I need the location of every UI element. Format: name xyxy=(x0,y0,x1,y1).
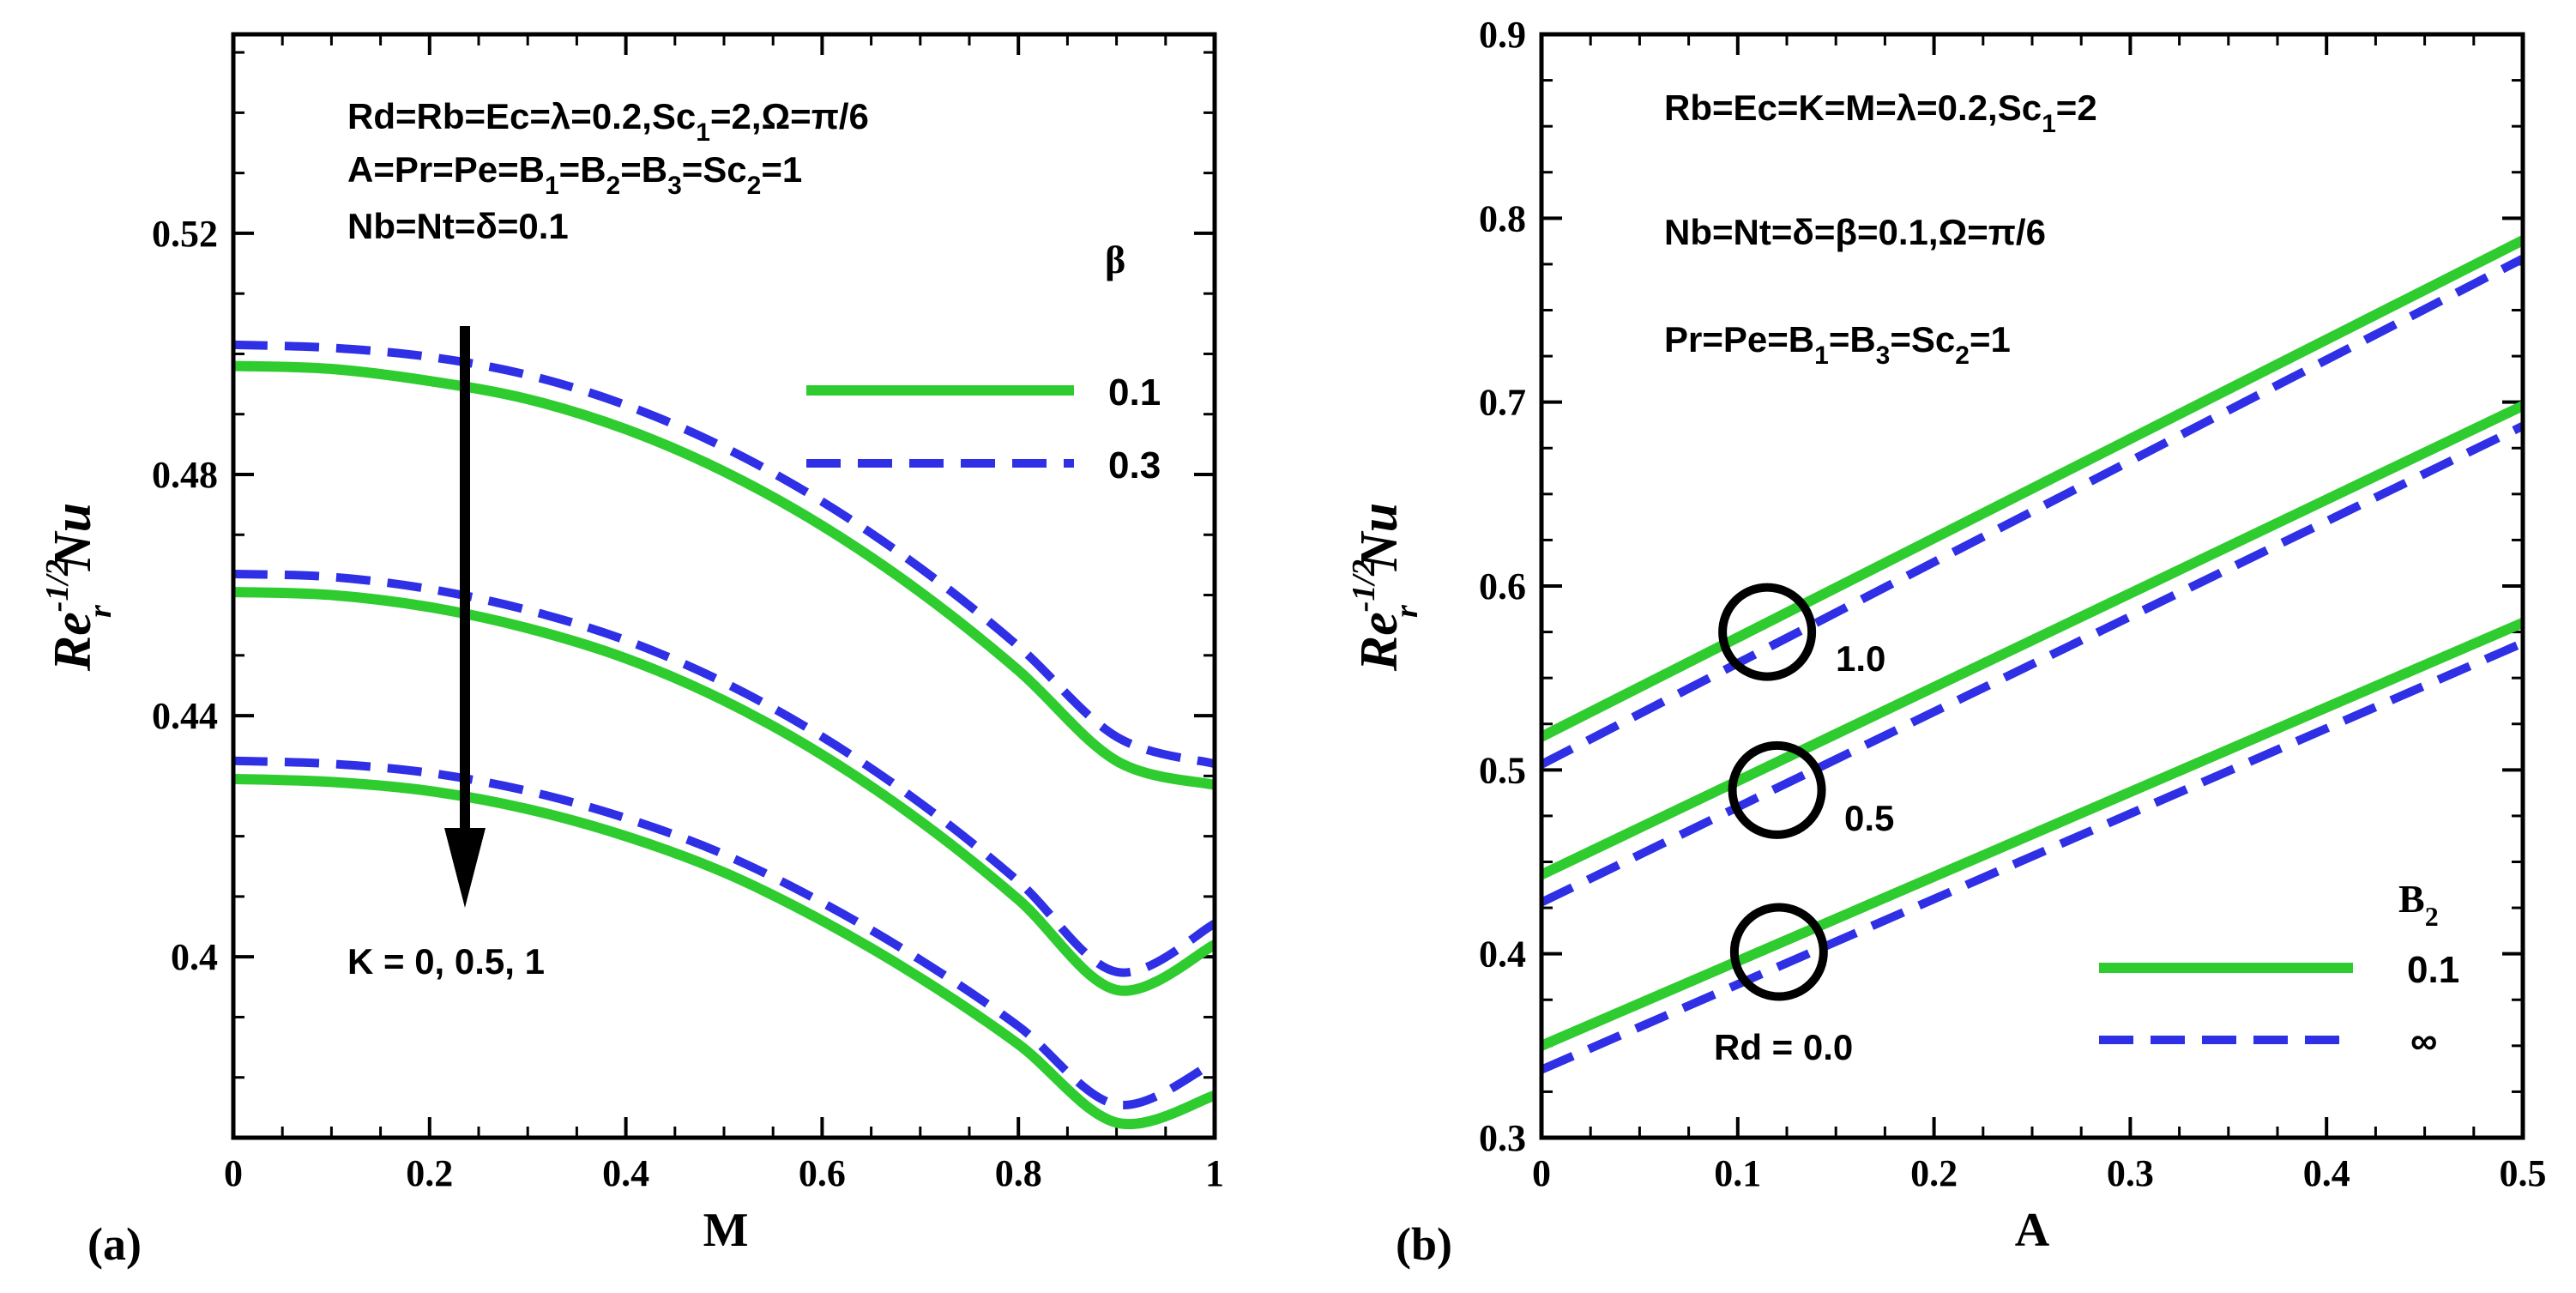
y-tick-label: 0.3 xyxy=(1479,1117,1526,1159)
x-tick-label: 0.2 xyxy=(406,1152,453,1194)
panel-b-rd-label-05: 0.5 xyxy=(1844,798,1894,838)
x-tick-label: 0 xyxy=(1532,1152,1551,1194)
panel-a-param-line3: Nb=Nt=δ=0.1 xyxy=(347,206,569,246)
series-line-dashed xyxy=(233,569,1215,977)
x-tick-label: 0.5 xyxy=(2500,1152,2547,1194)
series-line-dashed xyxy=(1541,422,2523,907)
panel-b-param-line2: Nb=Nt=δ=β=0.1,Ω=π/6 xyxy=(1664,212,2046,252)
circle-marker xyxy=(1729,903,1828,1001)
panel-a-label: (a) xyxy=(87,1218,142,1270)
series-line-solid xyxy=(233,587,1215,996)
y-tick-label: 0.8 xyxy=(1479,197,1526,239)
panel-a-arrow-label: K = 0, 0.5, 1 xyxy=(347,941,545,982)
panel-b-rd-label-1: 1.0 xyxy=(1836,638,1885,679)
x-tick-label: 0.1 xyxy=(1714,1152,1761,1194)
y-tick-label: 0.44 xyxy=(152,695,218,737)
y-tick-label: 0.9 xyxy=(1479,14,1526,56)
panel-a-arrow-head xyxy=(444,828,486,908)
series-line-dashed xyxy=(233,340,1215,769)
series-line-dashed xyxy=(1541,638,2523,1074)
panel-b-series xyxy=(1541,235,2523,1074)
y-tick-label: 0.48 xyxy=(152,454,218,496)
circle-marker xyxy=(1728,740,1826,839)
panel-b-circle-markers xyxy=(1718,583,1828,1001)
panel-b-tick-labels: 0 0.1 0.2 0.3 0.4 0.5 0.3 0.4 0.5 0.6 0.7 0.8 0.9 xyxy=(1479,14,2547,1194)
panel-a-legend-label-0: 0.1 xyxy=(1108,372,1161,414)
panel-a-param-line1: Rd=Rb=Ec=λ=0.2,Sc1=2,Ω=π/6 xyxy=(347,96,869,147)
y-tick-label: 0.7 xyxy=(1479,382,1526,424)
y-tick-label: 0.4 xyxy=(171,936,218,978)
series-line-solid xyxy=(1541,235,2523,742)
y-tick-label: 0.4 xyxy=(1479,933,1526,976)
panel-b: 0 0.1 0.2 0.3 0.4 0.5 0.3 0.4 0.5 0.6 0.7 0.8 0.9 Rb… xyxy=(1346,14,2547,1270)
x-tick-label: 0 xyxy=(224,1152,243,1194)
panel-b-x-axis-title: A xyxy=(2015,1204,2050,1257)
panel-a-legend-title: β xyxy=(1105,238,1125,281)
panel-a-x-axis-title: M xyxy=(703,1204,749,1257)
panel-b-param-line1: Rb=Ec=K=M=λ=0.2,Sc1=2 xyxy=(1664,88,2097,138)
panel-a-frame xyxy=(231,32,1217,1140)
y-tick-label: 0.5 xyxy=(1479,749,1526,791)
panel-b-legend-title: B2 xyxy=(2398,877,2439,932)
series-line-solid xyxy=(233,360,1215,790)
series-line-solid xyxy=(1541,401,2523,879)
panel-b-y-axis-title: Re-1/2 rNu xyxy=(1346,503,1425,672)
x-tick-label: 0.6 xyxy=(799,1152,846,1194)
x-tick-label: 0.4 xyxy=(602,1152,649,1194)
series-line-dashed xyxy=(233,756,1215,1110)
series-line-dashed xyxy=(1541,255,2523,769)
panel-b-frame xyxy=(1539,32,2525,1140)
panel-b-legend-label-0: 0.1 xyxy=(2407,949,2459,991)
panel-a-param-line2: A=Pr=Pe=B1=B2=B3=Sc2=1 xyxy=(347,149,802,200)
y-tick-label: 0.52 xyxy=(152,213,218,255)
panel-a-tick-labels: 0 0.2 0.4 0.6 0.8 1 0.4 0.44 0.48 0.52 xyxy=(152,213,1224,1194)
panel-b-legend-label-1: ∞ xyxy=(2410,1020,2437,1062)
panel-a-series xyxy=(233,340,1215,1130)
panel-a: 0 0.2 0.4 0.6 0.8 1 0.4 0.44 0.48 0.52 Rd=Rb=Ec=λ… xyxy=(39,32,1224,1270)
x-tick-label: 1 xyxy=(1205,1152,1224,1194)
x-tick-label: 0.8 xyxy=(995,1152,1042,1194)
circle-marker xyxy=(1718,583,1817,681)
panel-a-y-axis-title: Re-1/2 rNu xyxy=(39,503,118,672)
x-tick-label: 0.2 xyxy=(1910,1152,1958,1194)
x-tick-label: 0.3 xyxy=(2107,1152,2154,1194)
panel-a-legend-label-1: 0.3 xyxy=(1108,444,1161,486)
y-tick-label: 0.6 xyxy=(1479,565,1526,607)
series-line-solid xyxy=(233,773,1215,1130)
panel-b-label: (b) xyxy=(1396,1218,1452,1270)
panel-b-param-line3: Pr=Pe=B1=B3=Sc2=1 xyxy=(1664,319,2011,370)
panel-b-rd-label-0: Rd = 0.0 xyxy=(1714,1027,1853,1067)
series-line-solid xyxy=(1541,618,2523,1051)
x-tick-label: 0.4 xyxy=(2303,1152,2350,1194)
